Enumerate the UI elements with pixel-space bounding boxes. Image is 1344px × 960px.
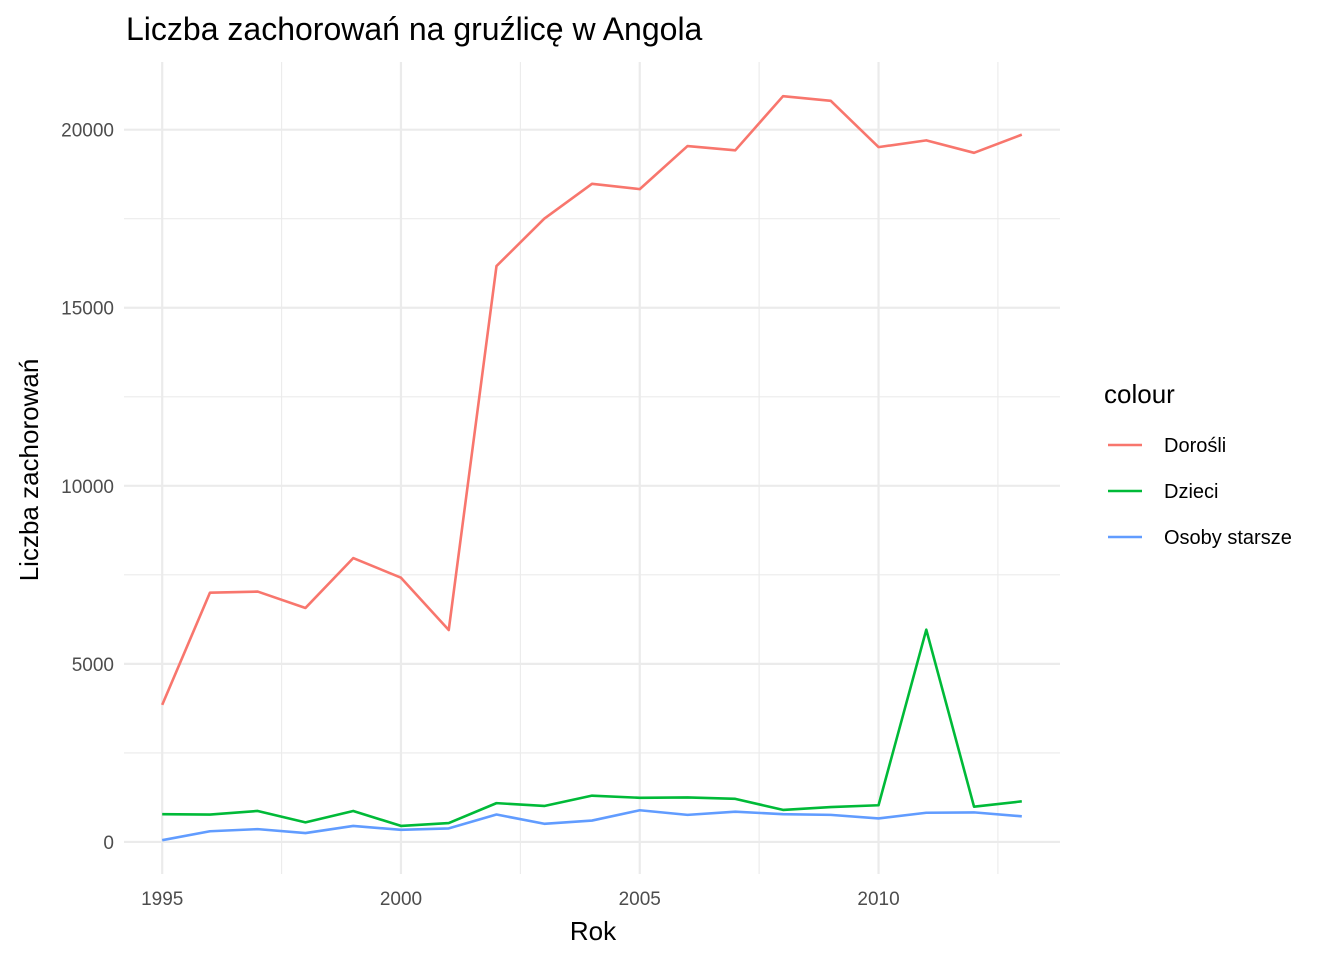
y-tick-label: 20000 xyxy=(61,121,114,142)
series-layer xyxy=(161,94,1023,842)
series-line-3 xyxy=(161,808,1022,842)
x-tick-label: 1995 xyxy=(141,889,183,910)
y-tick-label: 5000 xyxy=(72,655,114,676)
series-line-1 xyxy=(161,94,1023,706)
x-tick-label: 2010 xyxy=(857,889,899,910)
x-tick-label: 2005 xyxy=(619,889,661,910)
y-tick-label: 10000 xyxy=(61,477,114,498)
legend: colour Dorośli Dzieci Osoby starsze xyxy=(1104,379,1292,549)
y-axis-title: Liczba zachorowań xyxy=(14,359,44,582)
y-tick-label: 0 xyxy=(103,833,114,854)
chart-title: Liczba zachorowań na gruźlicę w Angola xyxy=(126,11,703,47)
y-tick-label: 15000 xyxy=(61,299,114,320)
x-tick-labels: 1995 2000 2005 2010 xyxy=(141,889,900,910)
legend-label-3: Osoby starsze xyxy=(1164,527,1292,549)
legend-title: colour xyxy=(1104,379,1175,409)
legend-items: Dorośli Dzieci Osoby starsze xyxy=(1108,435,1292,549)
x-tick-label: 2000 xyxy=(380,889,422,910)
y-tick-labels: 0 5000 10000 15000 20000 xyxy=(61,121,114,854)
legend-label-1: Dorośli xyxy=(1164,435,1226,457)
series-line-2 xyxy=(162,628,1022,828)
legend-label-2: Dzieci xyxy=(1164,481,1218,503)
grid xyxy=(124,62,1060,874)
x-axis-title: Rok xyxy=(570,916,617,946)
